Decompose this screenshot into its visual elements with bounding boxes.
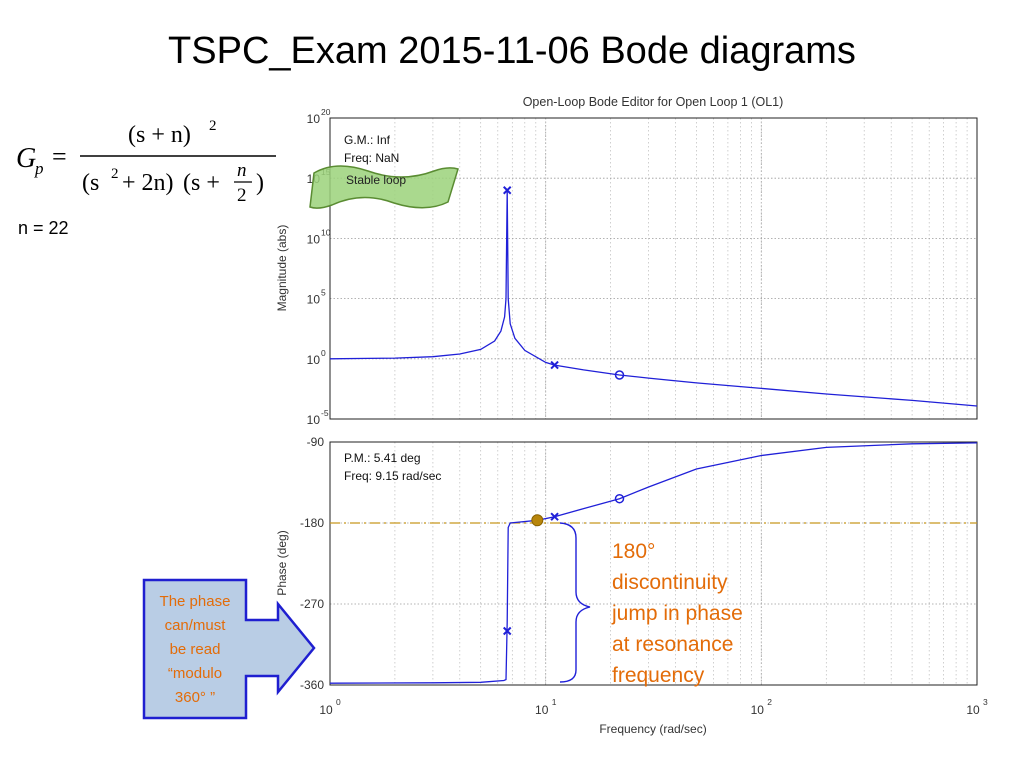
formula-numerator: (s + n) <box>128 122 191 148</box>
frequency-tick-label: 10 <box>966 703 980 717</box>
magnitude-tick-label: 10 <box>307 353 321 367</box>
magnitude-tick-exponent: 5 <box>321 288 326 298</box>
phase-tick-label: -360 <box>300 678 324 692</box>
frequency-tick-exponent: 2 <box>767 697 772 707</box>
magnitude-tick-label: 10 <box>307 293 321 307</box>
frequency-xlabel: Frequency (rad/sec) <box>599 722 706 736</box>
magnitude-axes-frame <box>329 117 978 420</box>
zero-marker <box>614 370 625 380</box>
stable-loop-note: Stable loop <box>309 165 459 209</box>
discontinuity-line: jump in phase <box>612 602 743 625</box>
magnitude-tick-exponent: -5 <box>321 408 329 418</box>
discontinuity-brace <box>559 522 591 683</box>
pole-marker <box>550 360 559 370</box>
formula-den-c-close: ) <box>256 170 264 196</box>
formula-numerator-exp: 2 <box>209 118 217 134</box>
gain-margin-label: G.M.: Inf <box>344 133 391 147</box>
pole-marker <box>503 186 512 195</box>
phase-axes-frame <box>329 441 978 686</box>
formula-den-b: + 2n) <box>122 170 174 196</box>
frequency-tick-exponent: 1 <box>552 697 557 707</box>
formula-equals: = <box>52 142 67 171</box>
callout-line: 360° ” <box>174 689 216 706</box>
formula-den-a-exp: 2 <box>111 166 119 182</box>
magnitude-tick-exponent: 0 <box>321 348 326 358</box>
phase-tick-labels: -90 -180 -270 -360 <box>300 435 324 692</box>
formula-den-a: (s <box>82 170 99 196</box>
pole-marker <box>503 626 512 636</box>
callout-line: “modulo <box>167 665 223 682</box>
phase-grid <box>330 442 977 685</box>
phase-margin-label: P.M.: 5.41 deg <box>344 451 421 465</box>
plot-title: Open-Loop Bode Editor for Open Loop 1 (O… <box>523 95 784 109</box>
modulo-360-callout-arrow <box>142 578 316 720</box>
discontinuity-line: discontinuity <box>612 571 728 594</box>
magnitude-tick-labels: 10201015101010510010-5 <box>307 107 331 427</box>
zero-marker <box>614 493 625 504</box>
frequency-tick-label: 10 <box>751 703 765 717</box>
magnitude-grid <box>330 118 977 419</box>
stable-loop-text: Stable loop <box>346 173 406 187</box>
discontinuity-line: frequency <box>612 664 705 687</box>
phase-tick-label: -270 <box>300 597 324 611</box>
frequency-tick-label: 10 <box>319 703 333 717</box>
bode-plot: Open-Loop Bode Editor for Open Loop 1 (O… <box>275 95 988 736</box>
crossover-marker <box>531 514 544 527</box>
formula-den-c-open: (s + <box>183 170 220 196</box>
magnitude-tick-label: 10 <box>307 413 321 427</box>
parameter-label: n = 22 <box>18 218 69 238</box>
formula-inner-num: n <box>237 160 247 181</box>
pole-marker <box>550 512 559 521</box>
discontinuity-line: 180° <box>612 540 656 563</box>
phase-margin-freq-label: Freq: 9.15 rad/sec <box>344 469 441 483</box>
formula-inner-den: 2 <box>237 185 247 206</box>
frequency-tick-exponent: 3 <box>983 697 988 707</box>
magnitude-tick-label: 10 <box>307 112 321 126</box>
magnitude-tick-exponent: 20 <box>321 107 331 117</box>
slide-title: TSPC_Exam 2015-11-06 Bode diagrams <box>168 30 856 72</box>
formula-lhs-sub: p <box>34 159 44 178</box>
magnitude-ylabel: Magnitude (abs) <box>275 225 289 312</box>
phase-tick-label: -90 <box>307 435 325 449</box>
magnitude-curve <box>329 190 978 407</box>
formula-lhs: G <box>16 143 36 174</box>
phase-tick-label: -180 <box>300 516 324 530</box>
magnitude-tick-label: 10 <box>307 232 321 246</box>
magnitude-tick-exponent: 10 <box>321 227 331 237</box>
discontinuity-note: 180° discontinuity jump in phase at reso… <box>612 536 743 691</box>
callout-line: can/must <box>164 617 226 634</box>
phase-markers <box>503 493 625 636</box>
frequency-tick-label: 10 <box>535 703 549 717</box>
modulo-360-callout-text: The phase can/must be read “modulo 360° … <box>146 590 244 710</box>
callout-line: be read <box>169 641 221 658</box>
magnitude-markers <box>503 186 625 380</box>
discontinuity-line: at resonance <box>612 633 734 656</box>
frequency-tick-exponent: 0 <box>336 697 341 707</box>
callout-line: The phase <box>159 593 231 610</box>
phase-ylabel: Phase (deg) <box>275 530 289 595</box>
transfer-function-formula: G p = (s + n) 2 (s 2 + 2n) (s + n 2 ) <box>16 118 276 206</box>
gain-margin-freq-label: Freq: NaN <box>344 151 399 165</box>
